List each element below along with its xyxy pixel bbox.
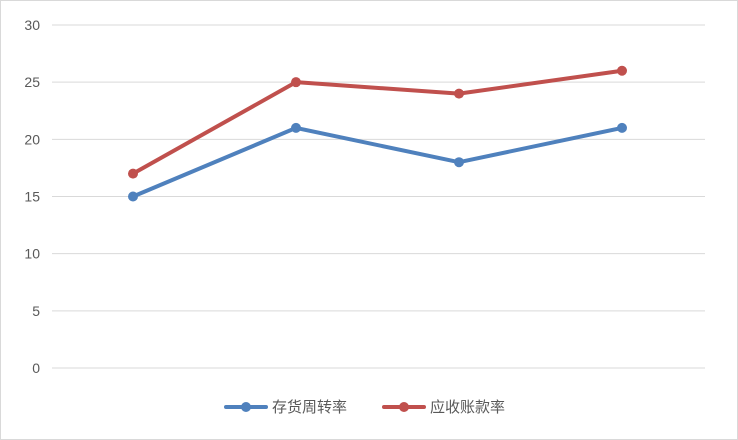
data-point [617,65,627,76]
legend: 存货周转率 应收账款率 [224,398,505,416]
legend-label: 存货周转率 [272,398,347,416]
y-tick-label: 20 [24,131,40,147]
series-1 [128,122,627,202]
data-point [128,168,138,179]
data-point [128,191,138,202]
y-tick-label: 0 [32,360,40,376]
y-tick-label: 15 [24,189,40,205]
legend-item-2: 应收账款率 [382,398,505,416]
legend-swatch-marker [241,402,251,412]
data-point [454,157,464,168]
series-2 [128,65,627,179]
legend-label: 应收账款率 [430,398,505,416]
y-tick-label: 30 [24,17,40,33]
data-point [291,122,301,133]
series-line [131,68,624,176]
grid-lines [52,24,705,369]
series-line [131,125,624,199]
y-tick-label: 10 [24,246,40,262]
series-layer [128,65,627,202]
legend-item-1: 存货周转率 [224,398,347,416]
y-tick-label: 25 [24,74,40,90]
y-tick-label: 5 [32,303,40,319]
y-axis-tick-labels: 0 5 10 15 20 25 30 [24,17,40,376]
data-point [454,88,464,99]
data-point [617,122,627,133]
legend-swatch-marker [399,402,409,412]
data-point [291,77,301,88]
